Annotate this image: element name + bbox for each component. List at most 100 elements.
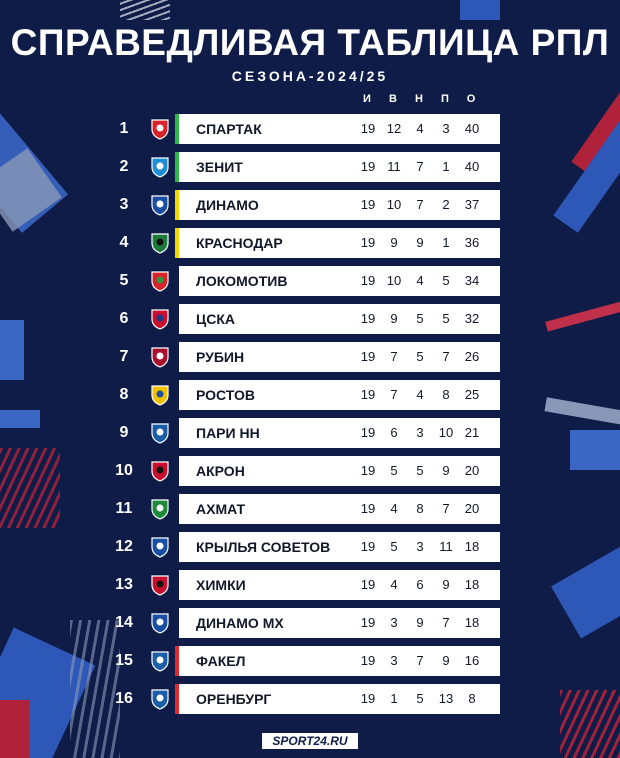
stat-draws: 5 xyxy=(416,311,424,326)
stat-draws: 9 xyxy=(416,235,424,250)
team-card: ЦСКА 19 9 5 5 32 xyxy=(179,304,500,334)
khimki-logo-icon xyxy=(148,573,172,597)
rostov-logo-icon xyxy=(148,383,172,407)
stat-games: 19 xyxy=(360,691,376,706)
stat-games: 19 xyxy=(360,349,376,364)
team-name: ХИМКИ xyxy=(196,577,246,593)
position-number: 3 xyxy=(119,196,129,213)
column-header-losses: П xyxy=(441,93,449,105)
stat-points: 18 xyxy=(464,615,480,630)
table-row: 15 ФАКЕЛ 19 3 7 9 16 xyxy=(110,646,502,676)
lokomotiv-logo-icon xyxy=(148,269,172,293)
table-row: 13 ХИМКИ 19 4 6 9 18 xyxy=(110,570,502,600)
stat-points: 18 xyxy=(464,577,480,592)
stat-losses: 5 xyxy=(442,311,450,326)
column-header-wins: В xyxy=(389,93,397,105)
zone-indicator xyxy=(175,152,179,182)
table-row: 3 ДИНАМО 19 10 7 2 37 xyxy=(110,190,502,220)
bg-shard-red-left xyxy=(0,448,60,528)
orenburg-logo-icon xyxy=(148,687,172,711)
position-number: 10 xyxy=(115,462,133,479)
stat-wins: 9 xyxy=(390,311,398,326)
stat-wins: 4 xyxy=(390,577,398,592)
table-row: 12 КРЫЛЬЯ СОВЕТОВ 19 5 3 11 18 xyxy=(110,532,502,562)
team-card: ДИНАМО 19 10 7 2 37 xyxy=(179,190,500,220)
stat-losses: 9 xyxy=(442,577,450,592)
stat-wins: 3 xyxy=(390,653,398,668)
stat-games: 19 xyxy=(360,615,376,630)
stat-losses: 7 xyxy=(442,615,450,630)
team-name: РОСТОВ xyxy=(196,387,256,403)
column-header-games: И xyxy=(363,93,371,105)
stat-points: 25 xyxy=(464,387,480,402)
table-row: 16 ОРЕНБУРГ 19 1 5 13 8 xyxy=(110,684,502,714)
stat-wins: 10 xyxy=(386,273,402,288)
stat-losses: 8 xyxy=(442,387,450,402)
table-row: 6 ЦСКА 19 9 5 5 32 xyxy=(110,304,502,334)
stat-wins: 6 xyxy=(390,425,398,440)
stat-draws: 3 xyxy=(416,539,424,554)
team-card: ДИНАМО МХ 19 3 9 7 18 xyxy=(179,608,500,638)
krasnodar-logo-icon xyxy=(148,231,172,255)
team-card: АКРОН 19 5 5 9 20 xyxy=(179,456,500,486)
stat-wins: 11 xyxy=(387,159,401,174)
column-header-draws: Н xyxy=(415,93,423,105)
bg-shard-grey-top xyxy=(120,0,170,20)
position-number: 6 xyxy=(119,310,129,327)
position-number: 14 xyxy=(115,614,133,631)
stat-draws: 4 xyxy=(416,121,424,136)
team-card: СПАРТАК 19 12 4 3 40 xyxy=(179,114,500,144)
brand-logo: SPORT24.RU xyxy=(262,733,358,749)
team-name: ДИНАМО xyxy=(196,197,259,213)
page-subtitle: СЕЗОНА-2024/25 xyxy=(231,68,389,84)
stat-draws: 7 xyxy=(416,653,424,668)
stat-losses: 2 xyxy=(442,197,450,212)
stat-losses: 10 xyxy=(438,425,454,440)
position-number: 15 xyxy=(115,652,133,669)
stat-points: 36 xyxy=(464,235,480,250)
krylia-sovetov-logo-icon xyxy=(148,535,172,559)
stat-points: 20 xyxy=(464,501,480,516)
team-name: ДИНАМО МХ xyxy=(196,615,284,631)
stat-losses: 7 xyxy=(442,501,450,516)
rubin-logo-icon xyxy=(148,345,172,369)
bg-shard-grey-bottom xyxy=(70,620,120,758)
stat-losses: 13 xyxy=(438,691,454,706)
position-number: 9 xyxy=(119,424,129,441)
stat-wins: 7 xyxy=(390,387,398,402)
table-row: 10 АКРОН 19 5 5 9 20 xyxy=(110,456,502,486)
stat-wins: 12 xyxy=(386,121,402,136)
stat-draws: 8 xyxy=(416,501,424,516)
column-header-points: О xyxy=(466,93,476,105)
stat-losses: 1 xyxy=(442,159,450,174)
position-number: 13 xyxy=(115,576,133,593)
bg-shard-red-bottom-left xyxy=(0,700,30,758)
stat-losses: 9 xyxy=(442,653,450,668)
stat-points: 20 xyxy=(464,463,480,478)
stat-points: 16 xyxy=(464,653,480,668)
team-name: ПАРИ НН xyxy=(196,425,260,441)
team-card: ФАКЕЛ 19 3 7 9 16 xyxy=(179,646,500,676)
team-name: ЗЕНИТ xyxy=(196,159,243,175)
stat-games: 19 xyxy=(360,577,376,592)
bg-shard-blue-left2 xyxy=(0,320,24,380)
position-number: 5 xyxy=(119,272,129,289)
table-row: 4 КРАСНОДАР 19 9 9 1 36 xyxy=(110,228,502,258)
team-card: РОСТОВ 19 7 4 8 25 xyxy=(179,380,500,410)
position-number: 1 xyxy=(119,120,129,137)
team-name: АХМАТ xyxy=(196,501,246,517)
table-row: 1 СПАРТАК 19 12 4 3 40 xyxy=(110,114,502,144)
stat-games: 19 xyxy=(360,311,376,326)
team-name: ЦСКА xyxy=(196,311,235,327)
stat-wins: 1 xyxy=(390,691,398,706)
bg-shard-blue-bottom-right xyxy=(551,541,620,639)
team-name: СПАРТАК xyxy=(196,121,262,137)
cska-logo-icon xyxy=(148,307,172,331)
stat-points: 40 xyxy=(464,159,480,174)
stat-draws: 5 xyxy=(416,463,424,478)
position-number: 12 xyxy=(115,538,133,555)
position-number: 11 xyxy=(115,500,133,517)
stat-draws: 7 xyxy=(416,197,424,212)
stat-games: 19 xyxy=(360,653,376,668)
table-row: 2 ЗЕНИТ 19 11 7 1 40 xyxy=(110,152,502,182)
